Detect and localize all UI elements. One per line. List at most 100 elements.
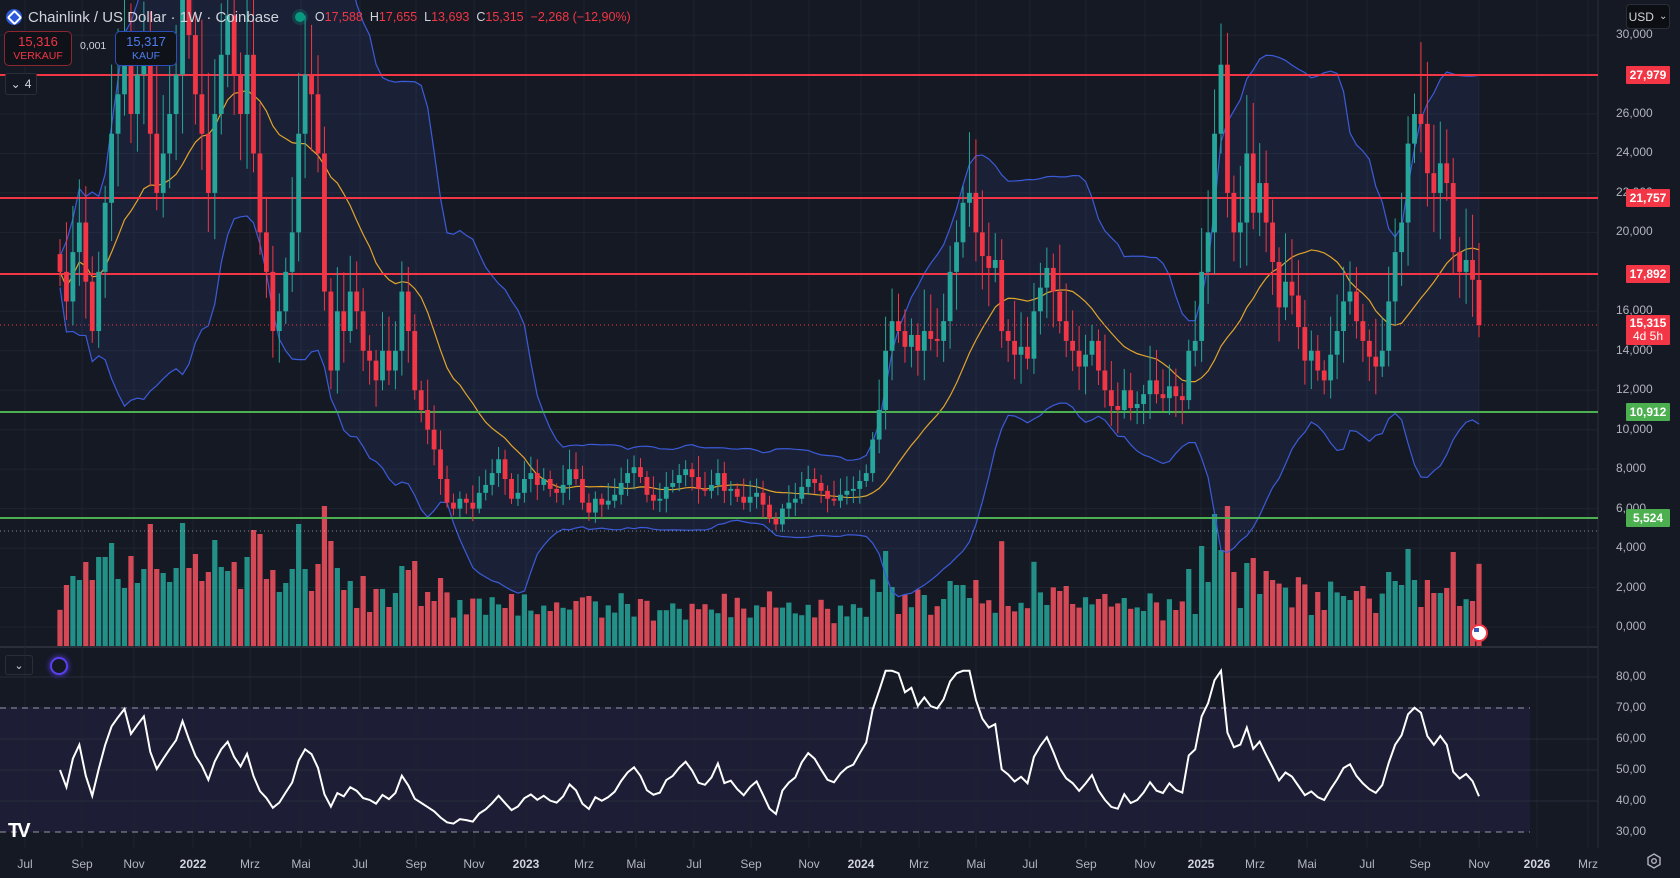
volume-bar [676, 608, 682, 646]
volume-bar [1218, 550, 1224, 646]
volume-bar [76, 580, 82, 646]
candle [412, 331, 418, 391]
rsi-axis-tick: 60,00 [1616, 731, 1647, 745]
candle [502, 459, 508, 480]
volume-bar [1095, 599, 1102, 646]
sell-label: VERKAUF [13, 49, 63, 62]
volume-bar [1211, 514, 1218, 646]
candle [76, 222, 82, 253]
volume-bar [444, 592, 450, 646]
candle [541, 479, 547, 485]
candle [276, 311, 282, 332]
low-label: L [424, 10, 432, 24]
buy-label: KAUF [131, 49, 160, 62]
candle [528, 473, 534, 480]
volume-bar [1037, 592, 1043, 646]
settings-gear-icon[interactable] [1646, 853, 1662, 869]
candle [283, 271, 289, 312]
volume-bar [70, 576, 76, 646]
bollinger-fill [60, 0, 1479, 597]
candle [122, 54, 127, 95]
candle [89, 281, 95, 332]
candle [373, 360, 379, 381]
rsi-axis-tick: 70,00 [1616, 700, 1647, 714]
volume-bar [992, 612, 998, 646]
volume-bar [1469, 601, 1476, 646]
resistance-price-tag: 21,757 [1626, 189, 1670, 207]
candle [1405, 143, 1411, 223]
candle [405, 291, 411, 332]
candle [670, 482, 676, 487]
volume-bar [1057, 591, 1063, 646]
indicators-collapse-button[interactable]: ⌄ 4 [5, 73, 37, 95]
time-axis-label: Jul [686, 857, 702, 871]
volume-bar [302, 569, 308, 646]
volume-bar [1147, 593, 1153, 646]
candle [612, 494, 618, 501]
candle [567, 469, 572, 485]
tradingview-logo[interactable]: TV [8, 820, 30, 842]
volume-bar [1199, 546, 1205, 646]
volume-bar [1334, 592, 1340, 646]
volume-bar [547, 611, 553, 646]
candle [592, 498, 598, 513]
close-value: 15,315 [485, 10, 524, 24]
volume-bar [1237, 608, 1243, 646]
time-axis-label: Mrz [240, 857, 260, 871]
time-axis-label: Jul [1359, 857, 1375, 871]
volume-bar [663, 610, 669, 646]
volume-bar [457, 600, 463, 646]
volume-bar [1360, 586, 1366, 646]
volume-bar [579, 597, 586, 646]
candle [1263, 183, 1269, 223]
candle [347, 291, 353, 332]
price-axis-tick: 16,000 [1616, 303, 1653, 318]
candle [135, 74, 140, 115]
time-axis-label: Nov [1134, 857, 1156, 871]
candle [586, 502, 592, 513]
candle [857, 480, 863, 489]
volume-bar [1270, 580, 1276, 646]
volume-bar [1115, 603, 1121, 646]
volume-bar [154, 569, 160, 646]
candle [554, 488, 560, 493]
time-axis-label: Mai [626, 857, 646, 871]
candle [109, 133, 114, 203]
candle [1302, 327, 1308, 361]
currency-select[interactable]: USD ⌄ [1626, 4, 1670, 29]
volume-bar [1411, 580, 1418, 646]
volume-bar [1128, 608, 1134, 646]
volume-bar [315, 564, 321, 646]
volume-bar [270, 570, 276, 646]
volume-bar [386, 607, 392, 646]
sell-button[interactable]: 15,316 VERKAUF [4, 31, 72, 66]
volume-bar [670, 603, 676, 646]
candle [322, 153, 327, 292]
rsi-pane-collapse-button[interactable]: ⌄ [5, 655, 33, 675]
volume-bar [470, 598, 476, 646]
candle [1160, 394, 1166, 399]
candle [883, 350, 888, 410]
candle [973, 192, 979, 233]
time-axis-label: Mai [966, 857, 986, 871]
buy-button[interactable]: 15,317 KAUF [115, 31, 177, 66]
candle [515, 492, 521, 499]
volume-bar [657, 610, 663, 646]
candle [605, 500, 611, 505]
rsi-indicator-icon[interactable] [50, 657, 68, 675]
candle [199, 94, 205, 134]
volume-bar [263, 579, 269, 646]
volume-bar [1134, 607, 1140, 646]
volume-bar [979, 603, 985, 646]
time-axis-label: Sep [740, 857, 762, 871]
symbol-title[interactable]: Chainlink / US Dollar · 1W · Coinbase [28, 8, 279, 26]
candle [1076, 350, 1082, 367]
candle [160, 153, 166, 193]
candle [1386, 301, 1392, 351]
candle [1199, 271, 1205, 341]
candle [1018, 346, 1024, 355]
candle [1341, 301, 1346, 332]
candle [70, 252, 76, 302]
candle [257, 153, 263, 233]
